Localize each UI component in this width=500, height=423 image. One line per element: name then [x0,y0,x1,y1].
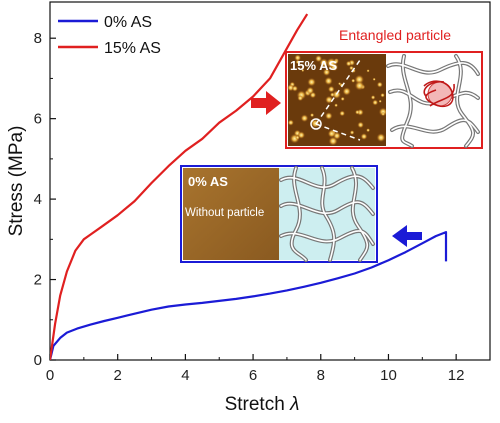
afm-particle [354,80,365,91]
selected-particle-marker [310,118,322,130]
zoom-dashed-lines [315,59,361,141]
afm-particle [327,129,336,138]
plot-frame [49,1,491,361]
series-line-15-as [50,13,309,360]
afm-particle [345,60,352,67]
afm-particle [326,57,337,68]
afm-particle [301,69,305,72]
afm-particle [328,136,338,146]
afm-particle [366,128,371,133]
afm-particle [315,55,323,63]
afm-particle [307,77,316,87]
plain-film-image-0-as [183,168,279,260]
red-arrow-icon [251,91,281,115]
afm-particle [295,59,300,65]
afm-particle [349,130,355,135]
afm-particle [381,112,386,116]
inset-without-sublabel: Without particle [185,207,264,219]
afm-particle [357,121,364,129]
inset-without-particle: 0% AS Without particle [180,165,378,263]
afm-particle [330,92,335,98]
x-axis-ticks: 0 2 4 6 8 10 12 [46,354,465,384]
x-tick-label: 10 [380,367,397,384]
afm-particle [366,69,370,73]
x-tick-label: 4 [181,367,189,384]
afm-particle [340,96,345,101]
afm-particle [300,114,309,123]
afm-particle [294,54,302,62]
afm-particle [325,112,333,120]
legend-label-15-as: 15% AS [104,40,161,57]
legend: 0% AS 15% AS [58,14,161,57]
y-tick-label: 6 [34,111,42,128]
series-line-0-as [50,231,448,360]
afm-particle [355,109,360,115]
afm-particle [380,92,385,98]
entangled-network-schematic [386,54,480,148]
afm-particle [372,77,376,81]
x-tick-label: 12 [448,367,465,384]
plain-network-schematic [279,166,375,262]
afm-particle [376,81,383,88]
afm-particle [376,133,386,143]
inset-entangled-particle: Entangled particle 15% AS [285,27,483,149]
afm-particle [360,133,368,140]
afm-particle [327,85,335,93]
x-tick-label: 6 [249,367,257,384]
afm-particle [372,99,379,106]
afm-particle [322,68,331,76]
x-axis-label: Stretch λ [225,394,300,415]
afm-particle [342,87,351,96]
afm-image-15-as: 15% AS [287,54,388,146]
afm-particle [351,78,356,83]
afm-particle [325,95,334,104]
blue-arrow-icon [392,225,422,247]
y-tick-label: 4 [34,191,42,208]
afm-particle [338,82,342,86]
y-tick-label: 0 [34,352,42,369]
legend-label-0-as: 0% AS [104,14,152,31]
x-tick-label: 0 [46,367,54,384]
afm-particle [297,95,304,102]
afm-particle [324,76,333,86]
inset-entangled-caption: Entangled particle [339,27,451,43]
afm-particle [334,103,338,108]
y-axis-ticks: 0 2 4 6 8 [34,30,56,369]
afm-particle [370,95,376,100]
inset-without-label: 0% AS [188,174,228,189]
afm-particle [332,90,341,99]
afm-particle [378,99,382,103]
afm-particle [297,131,306,139]
afm-particle [310,113,315,118]
x-tick-label: 8 [317,367,325,384]
y-axis-label: Stress (MPa) [6,126,27,237]
y-tick-label: 8 [34,30,42,47]
afm-particle [378,107,388,117]
inset-entangled-label: 15% AS [290,58,338,73]
afm-particle [291,85,298,92]
afm-particle [339,110,346,117]
afm-particle [306,86,315,95]
x-tick-label: 2 [114,367,122,384]
y-tick-label: 2 [34,272,42,289]
afm-particle [287,119,294,126]
